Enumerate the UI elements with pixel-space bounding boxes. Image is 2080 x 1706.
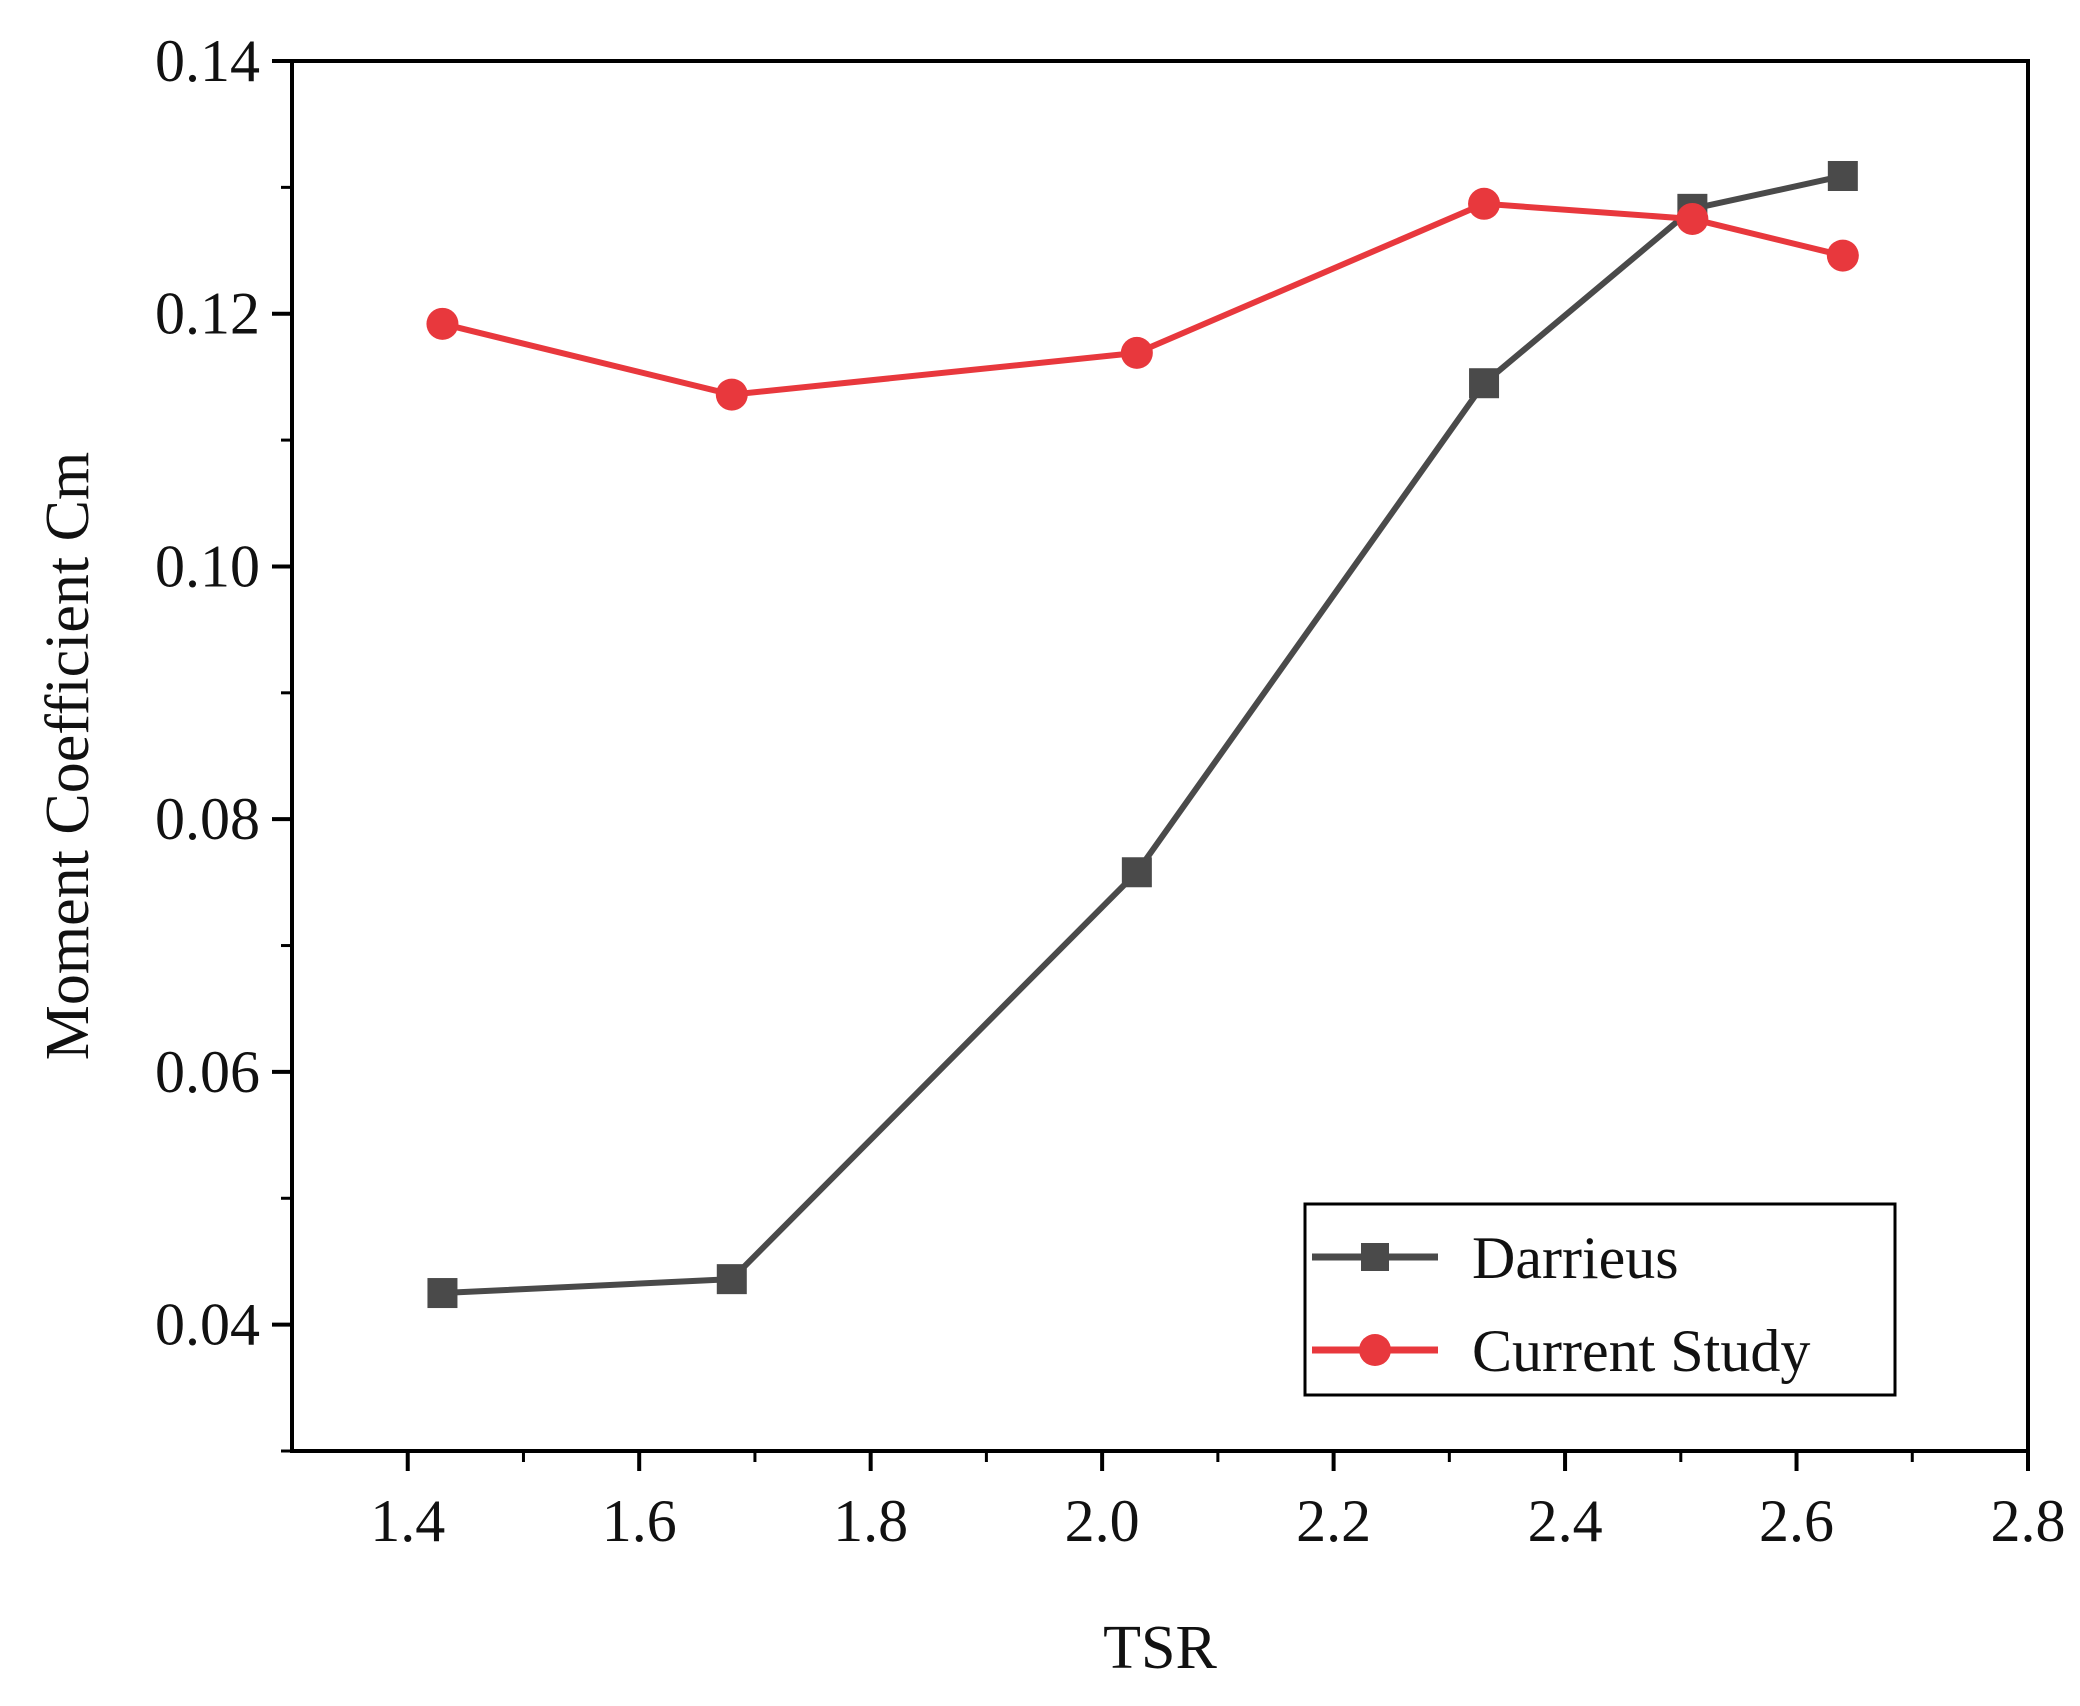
data-point-current-study [426,307,459,340]
x-tick-label: 1.4 [370,1488,445,1554]
legend-label-darrieus: Darrieus [1472,1225,1679,1291]
data-point-current-study [1120,336,1153,369]
y-tick-label: 0.04 [155,1292,260,1358]
data-point-darrieus [1469,368,1500,399]
y-tick-label: 0.12 [155,281,260,347]
data-point-darrieus [427,1278,458,1309]
y-axis-title: Moment Coefficient Cm [34,452,102,1060]
y-tick-label: 0.08 [155,786,260,852]
data-point-darrieus [1121,857,1152,888]
data-point-current-study [1826,239,1859,272]
x-tick-label: 1.6 [602,1488,677,1554]
data-point-current-study [715,378,748,411]
series-line-current-study [441,200,1844,398]
x-tick-label: 2.8 [1991,1488,2066,1554]
data-point-darrieus [716,1264,747,1295]
legend: Darrieus Current Study [1303,1202,1897,1397]
plot-frame [290,59,2030,1453]
data-point-darrieus [1827,160,1858,191]
data-point-current-study [1676,202,1709,235]
legend-marker-darrieus [1361,1243,1389,1271]
y-tick-label: 0.06 [155,1039,260,1105]
series-line-darrieus [442,173,1844,1297]
x-axis-title: TSR [1103,1614,1217,1682]
legend-marker-current-study [1359,1334,1391,1366]
series-layer [426,160,1859,1309]
axes-layer: 1.4 1.6 1.8 2.0 2.2 2.4 2.6 2.8 0.04 0.06 0.08 0.10… [155,28,2066,1554]
x-tick-label: 2.4 [1528,1488,1603,1554]
x-tick-label: 2.6 [1759,1488,1834,1554]
y-tick-label: 0.14 [155,28,260,94]
x-tick-label: 2.0 [1065,1488,1140,1554]
legend-box [1303,1202,1897,1397]
x-tick-label: 1.8 [833,1488,908,1554]
y-tick-label: 0.10 [155,533,260,599]
data-point-current-study [1468,187,1501,220]
legend-label-current-study: Current Study [1472,1318,1810,1384]
x-tick-label: 2.2 [1296,1488,1371,1554]
